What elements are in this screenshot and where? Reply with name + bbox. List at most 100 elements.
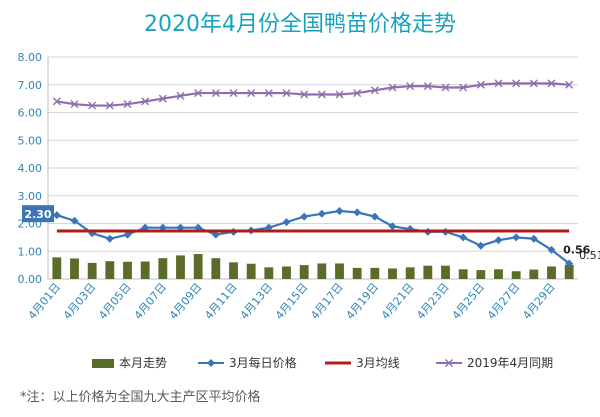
data-label: 0.51 <box>579 249 600 262</box>
point <box>123 100 132 109</box>
bar <box>423 265 433 279</box>
legend-swatch <box>92 359 114 368</box>
point <box>370 212 379 221</box>
point <box>52 97 61 106</box>
point <box>388 222 397 231</box>
point <box>282 218 291 227</box>
point <box>547 79 556 88</box>
point <box>494 236 503 245</box>
x-tick-label: 4月11日 <box>202 281 240 322</box>
bar <box>564 264 574 279</box>
x-tick-label: 4月25日 <box>450 281 488 322</box>
bar <box>405 267 415 279</box>
point <box>317 209 326 218</box>
point <box>494 79 503 88</box>
point <box>211 89 220 98</box>
point <box>512 79 521 88</box>
bar <box>105 261 115 279</box>
y-tick-label: 5.00 <box>18 134 43 147</box>
bar <box>52 257 62 279</box>
point <box>565 259 574 268</box>
y-tick-label: 3.00 <box>18 190 43 203</box>
bar <box>494 269 503 279</box>
data-label: 2.30 <box>24 208 51 221</box>
bar <box>352 267 362 279</box>
bar <box>176 255 185 279</box>
bar <box>264 267 274 279</box>
point <box>105 101 114 110</box>
bar <box>511 271 521 279</box>
bar <box>140 261 150 279</box>
point <box>423 82 432 91</box>
point <box>105 234 114 243</box>
x-tick-label: 4月01日 <box>26 281 64 322</box>
bar <box>229 262 238 279</box>
bar <box>476 270 486 279</box>
x-tick-label: 4月13日 <box>238 281 276 322</box>
point <box>70 216 79 225</box>
point <box>335 90 344 99</box>
y-tick-label: 8.00 <box>18 51 43 64</box>
point <box>264 89 273 98</box>
data-label-box <box>22 205 54 223</box>
y-tick-label: 0.00 <box>18 273 43 286</box>
x-tick-label: 4月23日 <box>414 281 452 322</box>
point <box>406 82 415 91</box>
legend-label: 本月走势 <box>119 356 167 370</box>
series-line <box>56 209 570 265</box>
legend-label: 3月均线 <box>356 356 400 370</box>
point <box>512 233 521 242</box>
bar <box>211 258 221 279</box>
point <box>388 83 397 92</box>
point <box>211 230 220 239</box>
bar <box>193 254 203 279</box>
point <box>459 83 468 92</box>
x-tick-label: 4月17日 <box>308 281 346 322</box>
point <box>141 97 150 106</box>
y-tick-label: 6.00 <box>18 107 43 120</box>
point <box>353 208 362 217</box>
y-tick-label: 1.00 <box>18 245 43 258</box>
x-tick-label: 4月09日 <box>167 281 205 322</box>
legend-marker <box>207 359 215 367</box>
x-tick-label: 4月07日 <box>132 281 170 322</box>
point <box>282 89 291 98</box>
x-tick-label: 4月21日 <box>379 281 417 322</box>
point <box>194 89 203 98</box>
x-tick-label: 4月27日 <box>485 281 523 322</box>
bar <box>70 258 79 279</box>
bar <box>458 269 468 279</box>
bar <box>547 266 556 279</box>
point <box>52 211 61 220</box>
point <box>88 101 97 110</box>
x-tick-label: 4月15日 <box>273 281 311 322</box>
point <box>158 94 167 103</box>
point <box>335 207 344 216</box>
point <box>529 79 538 88</box>
point <box>476 80 485 89</box>
legend-label: 2019年4月同期 <box>467 356 553 370</box>
bar <box>123 261 132 279</box>
point <box>476 241 485 250</box>
series-line <box>56 82 570 107</box>
bar <box>370 267 380 279</box>
point <box>70 100 79 109</box>
x-tick-label: 4月19日 <box>344 281 382 322</box>
bar <box>388 268 397 279</box>
legend-marker <box>445 359 453 367</box>
bar <box>158 258 168 279</box>
x-tick-label: 4月05日 <box>96 281 134 322</box>
point <box>441 83 450 92</box>
point <box>300 212 309 221</box>
point <box>547 245 556 254</box>
bar <box>282 266 291 279</box>
point <box>459 233 468 242</box>
data-label: 0.56 <box>563 243 590 256</box>
bar <box>299 265 309 279</box>
legend-label: 3月每日价格 <box>229 355 297 370</box>
x-tick-label: 4月03日 <box>61 281 99 322</box>
point <box>370 86 379 95</box>
bar <box>441 265 450 279</box>
